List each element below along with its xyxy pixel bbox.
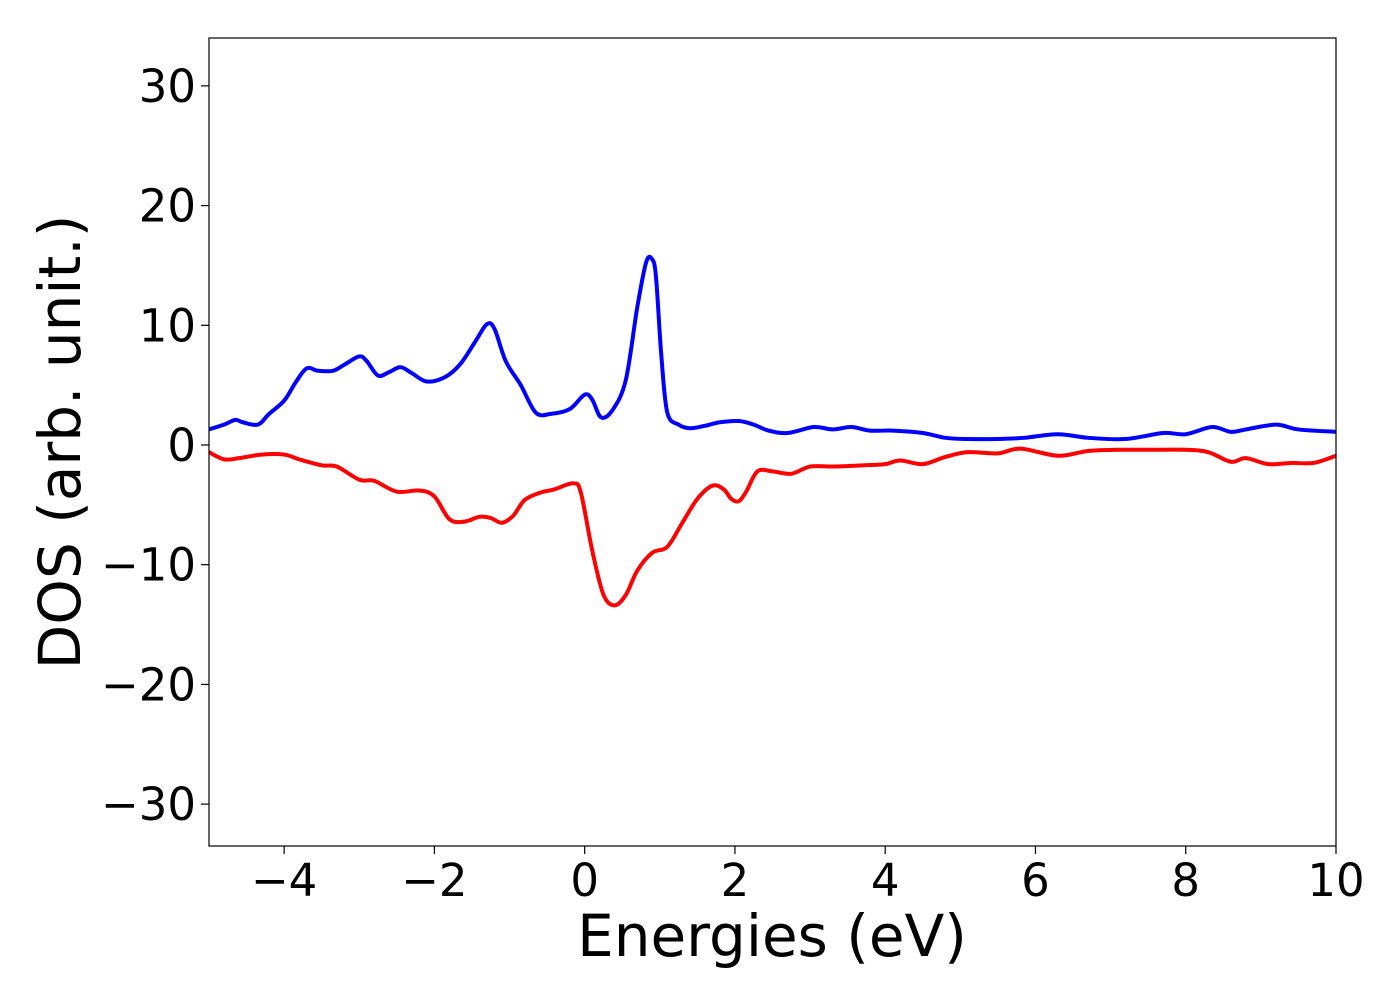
plot-frame (208, 37, 1337, 847)
y-tick-label: 10 (139, 299, 196, 352)
x-axis-label: Energies (eV) (577, 902, 967, 970)
y-tick-label: 30 (139, 60, 196, 113)
y-tick-label: −20 (101, 658, 196, 711)
y-tick-label: −10 (101, 539, 196, 592)
x-tick-label: 6 (1021, 854, 1050, 907)
x-tick-label: 10 (1307, 854, 1364, 907)
x-tick-label: −2 (401, 854, 467, 907)
y-axis-label: DOS (arb. unit.) (26, 215, 94, 670)
x-tick-label: 0 (570, 854, 599, 907)
x-tick-label: −4 (251, 854, 317, 907)
y-tick-label: 20 (139, 180, 196, 233)
x-tick-label: 8 (1171, 854, 1200, 907)
x-tick-label: 4 (871, 854, 900, 907)
y-tick-label: −30 (101, 778, 196, 831)
series-line-1 (209, 254, 1336, 442)
series-line-2 (209, 446, 1336, 608)
x-tick-label: 2 (721, 854, 750, 907)
plot-background (209, 38, 1336, 846)
y-tick-label: 0 (167, 419, 196, 472)
